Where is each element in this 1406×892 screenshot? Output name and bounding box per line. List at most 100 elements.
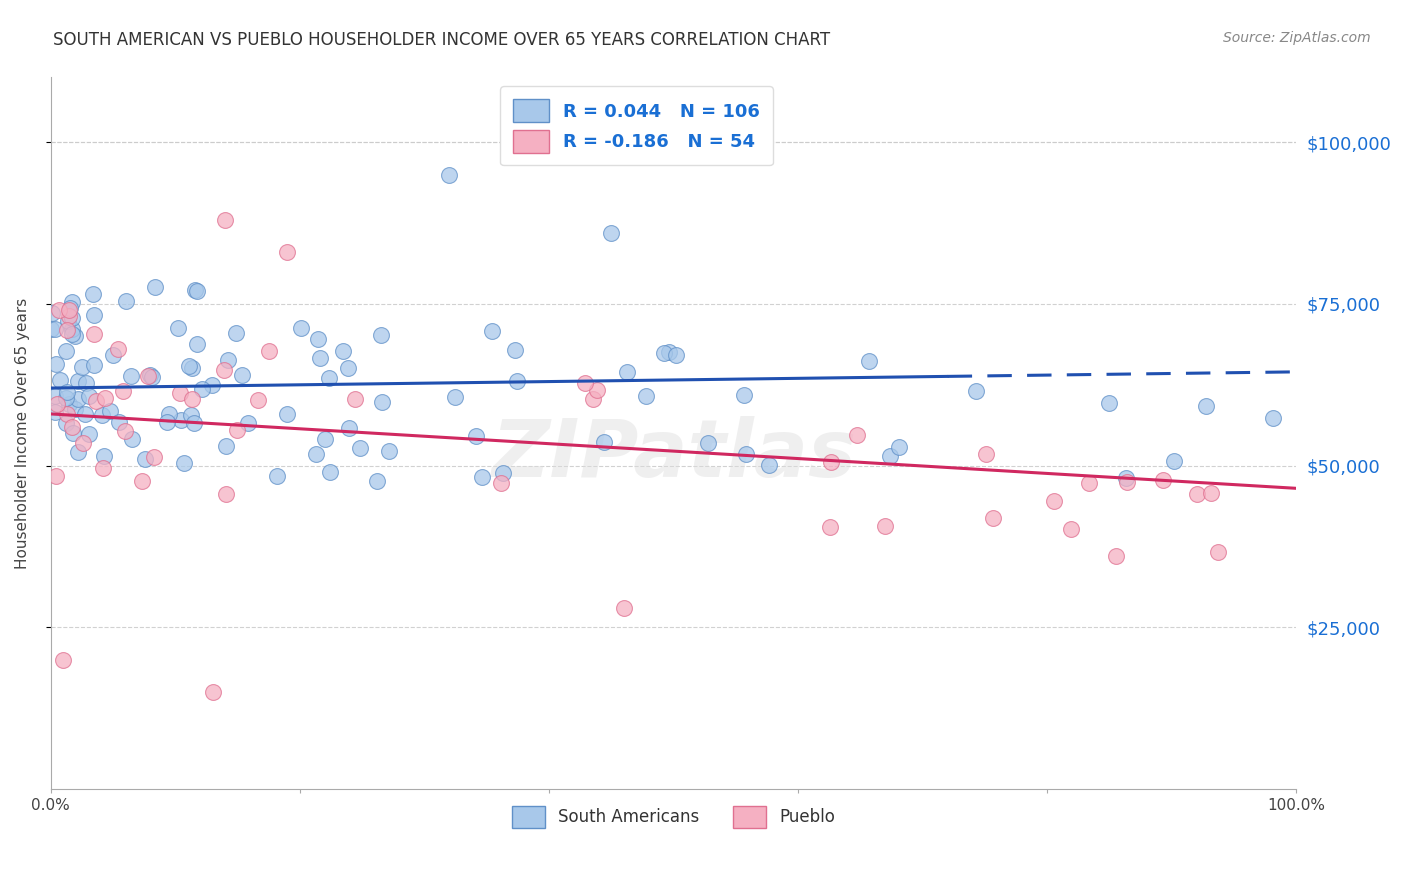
Point bbox=[170, 413, 193, 427]
Point bbox=[79, 427, 101, 442]
Point bbox=[1163, 454, 1185, 468]
Point bbox=[45, 397, 67, 411]
Point bbox=[60, 310, 83, 325]
Point bbox=[470, 470, 492, 484]
Point bbox=[94, 392, 117, 406]
Point bbox=[818, 520, 841, 534]
Point bbox=[492, 466, 515, 480]
Text: Source: ZipAtlas.com: Source: ZipAtlas.com bbox=[1223, 31, 1371, 45]
Point bbox=[974, 447, 997, 461]
Point bbox=[593, 434, 616, 449]
Point bbox=[1105, 549, 1128, 563]
Point bbox=[444, 391, 467, 405]
Point bbox=[58, 303, 80, 318]
Point bbox=[201, 378, 224, 392]
Point bbox=[93, 450, 115, 464]
Point bbox=[371, 395, 394, 409]
Point bbox=[332, 344, 354, 359]
Point bbox=[157, 407, 180, 421]
Point bbox=[1152, 473, 1174, 487]
Point bbox=[107, 343, 129, 357]
Point bbox=[139, 368, 162, 382]
Point bbox=[225, 326, 247, 340]
Point bbox=[101, 348, 124, 362]
Point bbox=[600, 226, 623, 240]
Point bbox=[58, 310, 80, 324]
Point bbox=[100, 404, 122, 418]
Point bbox=[91, 409, 114, 423]
Point bbox=[586, 383, 609, 397]
Point bbox=[846, 427, 869, 442]
Point bbox=[52, 653, 75, 667]
Point bbox=[181, 392, 204, 407]
Point bbox=[60, 420, 83, 434]
Point bbox=[1199, 485, 1222, 500]
Point bbox=[1116, 475, 1139, 490]
Point bbox=[75, 376, 97, 390]
Point bbox=[62, 322, 84, 336]
Point bbox=[336, 361, 359, 376]
Point bbox=[1263, 411, 1285, 425]
Point bbox=[111, 384, 134, 398]
Point bbox=[308, 351, 330, 365]
Point bbox=[305, 447, 328, 461]
Point bbox=[91, 461, 114, 475]
Y-axis label: Householder Income Over 65 years: Householder Income Over 65 years bbox=[15, 298, 30, 569]
Point bbox=[319, 465, 342, 479]
Point bbox=[156, 415, 179, 429]
Point bbox=[67, 392, 90, 407]
Point bbox=[45, 469, 67, 483]
Point bbox=[266, 468, 288, 483]
Point bbox=[1098, 395, 1121, 409]
Point bbox=[121, 433, 143, 447]
Point bbox=[217, 353, 239, 368]
Point bbox=[965, 384, 987, 398]
Point bbox=[59, 301, 82, 315]
Point bbox=[481, 324, 503, 338]
Point bbox=[83, 359, 105, 373]
Point bbox=[72, 435, 94, 450]
Point bbox=[201, 685, 224, 699]
Point bbox=[290, 321, 312, 335]
Text: ZIPatlas: ZIPatlas bbox=[491, 416, 856, 493]
Point bbox=[114, 424, 136, 438]
Point bbox=[858, 354, 880, 368]
Point bbox=[62, 425, 84, 440]
Point bbox=[186, 285, 208, 299]
Point bbox=[214, 487, 236, 501]
Point bbox=[339, 421, 361, 435]
Point bbox=[173, 456, 195, 470]
Point bbox=[60, 327, 83, 342]
Point bbox=[84, 393, 107, 408]
Point bbox=[465, 429, 488, 443]
Point bbox=[1043, 494, 1066, 508]
Point bbox=[180, 408, 202, 422]
Point bbox=[696, 436, 718, 450]
Point bbox=[1195, 399, 1218, 413]
Point bbox=[131, 474, 153, 488]
Point bbox=[66, 374, 89, 388]
Point bbox=[77, 389, 100, 403]
Point bbox=[212, 363, 235, 377]
Point bbox=[378, 444, 401, 458]
Point bbox=[370, 328, 392, 343]
Point bbox=[55, 417, 77, 431]
Legend: South Americans, Pueblo: South Americans, Pueblo bbox=[505, 799, 842, 834]
Point bbox=[63, 402, 86, 417]
Point bbox=[141, 370, 163, 384]
Point bbox=[1078, 475, 1101, 490]
Point bbox=[83, 308, 105, 322]
Point bbox=[318, 371, 340, 385]
Point bbox=[190, 382, 212, 396]
Point bbox=[247, 393, 270, 408]
Point bbox=[1115, 471, 1137, 485]
Point bbox=[55, 344, 77, 359]
Point bbox=[56, 323, 79, 337]
Point bbox=[734, 447, 756, 461]
Point bbox=[574, 376, 596, 390]
Point bbox=[58, 397, 80, 411]
Point bbox=[873, 519, 896, 533]
Point bbox=[184, 283, 207, 297]
Point bbox=[56, 407, 79, 421]
Point bbox=[108, 415, 131, 429]
